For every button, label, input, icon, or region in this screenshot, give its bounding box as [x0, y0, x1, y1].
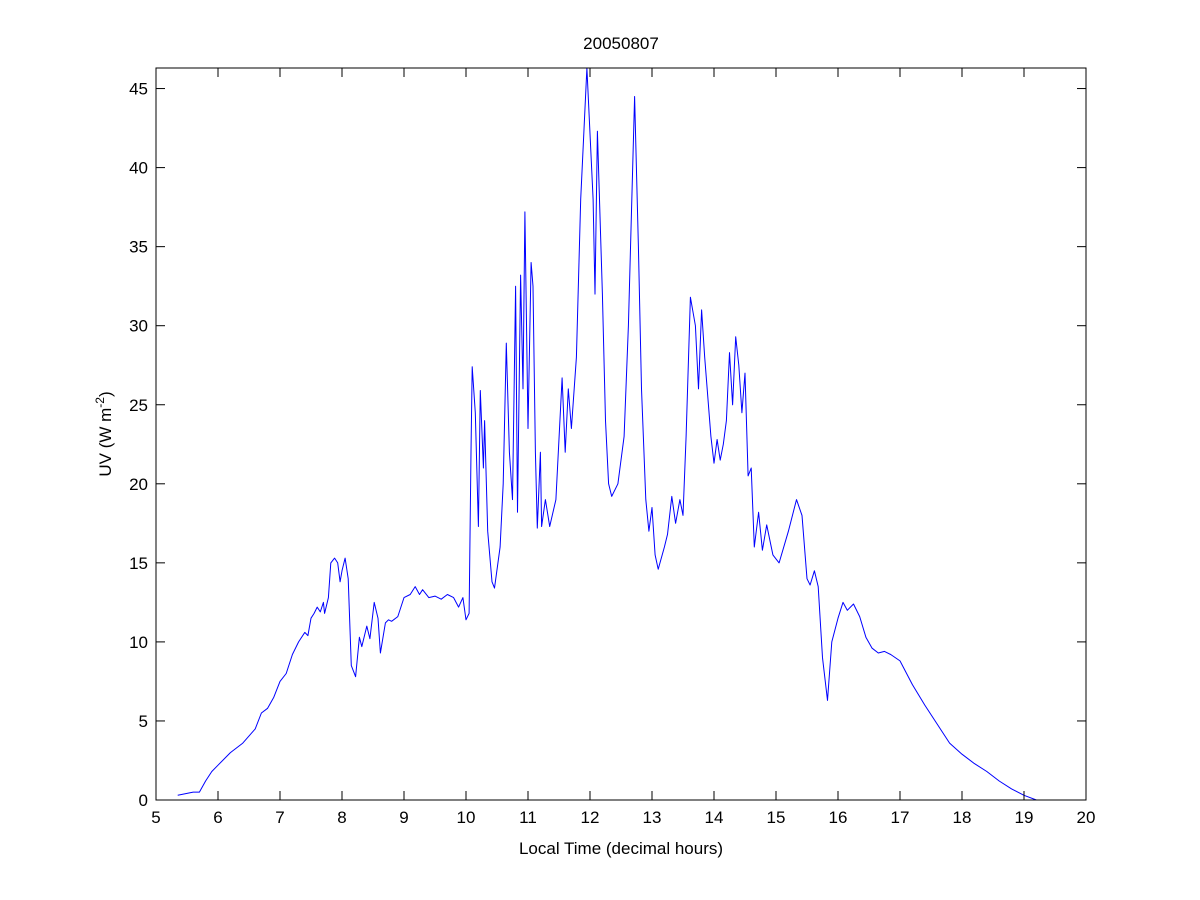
x-tick-label: 14: [705, 808, 724, 827]
x-axis: 5 6 7 8 9 10 11 12 13 14 15 16 17 18 19 20: [151, 68, 1095, 827]
x-tick-label: 16: [829, 808, 848, 827]
x-tick-label: 20: [1077, 808, 1096, 827]
y-tick-label: 5: [139, 712, 148, 731]
x-tick-label: 18: [953, 808, 972, 827]
y-axis-label-superscript: -2: [93, 397, 107, 408]
y-tick-label: 0: [139, 791, 148, 810]
y-tick-label: 15: [129, 554, 148, 573]
y-tick-label: 35: [129, 238, 148, 257]
y-tick-label: 25: [129, 396, 148, 415]
y-axis-label-base: UV (W m: [96, 408, 115, 477]
x-tick-label: 8: [337, 808, 346, 827]
x-tick-label: 13: [643, 808, 662, 827]
x-tick-label: 7: [275, 808, 284, 827]
plot-area: [177, 67, 1037, 801]
y-tick-label: 10: [129, 633, 148, 652]
x-tick-label: 10: [457, 808, 476, 827]
y-axis-label-end: ): [96, 391, 115, 397]
y-tick-label: 40: [129, 159, 148, 178]
x-tick-label: 9: [399, 808, 408, 827]
x-axis-label: Local Time (decimal hours): [519, 839, 723, 858]
y-axis: 0 5 10 15 20 25 30 35 40 45: [129, 80, 1086, 810]
chart-title: 20050807: [583, 34, 659, 53]
x-tick-label: 12: [581, 808, 600, 827]
x-tick-label: 6: [213, 808, 222, 827]
x-tick-label: 5: [151, 808, 160, 827]
x-tick-label: 19: [1015, 808, 1034, 827]
axes-box: [155, 67, 1087, 801]
x-tick-label: 17: [891, 808, 910, 827]
x-tick-label: 11: [519, 808, 537, 827]
y-tick-label: 30: [129, 317, 148, 336]
y-tick-label: 45: [129, 80, 148, 99]
x-tick-label: 15: [767, 808, 786, 827]
y-axis-label: UV (W m-2): [93, 391, 115, 476]
series-line-uv: [177, 67, 1037, 801]
y-tick-label: 20: [129, 475, 148, 494]
